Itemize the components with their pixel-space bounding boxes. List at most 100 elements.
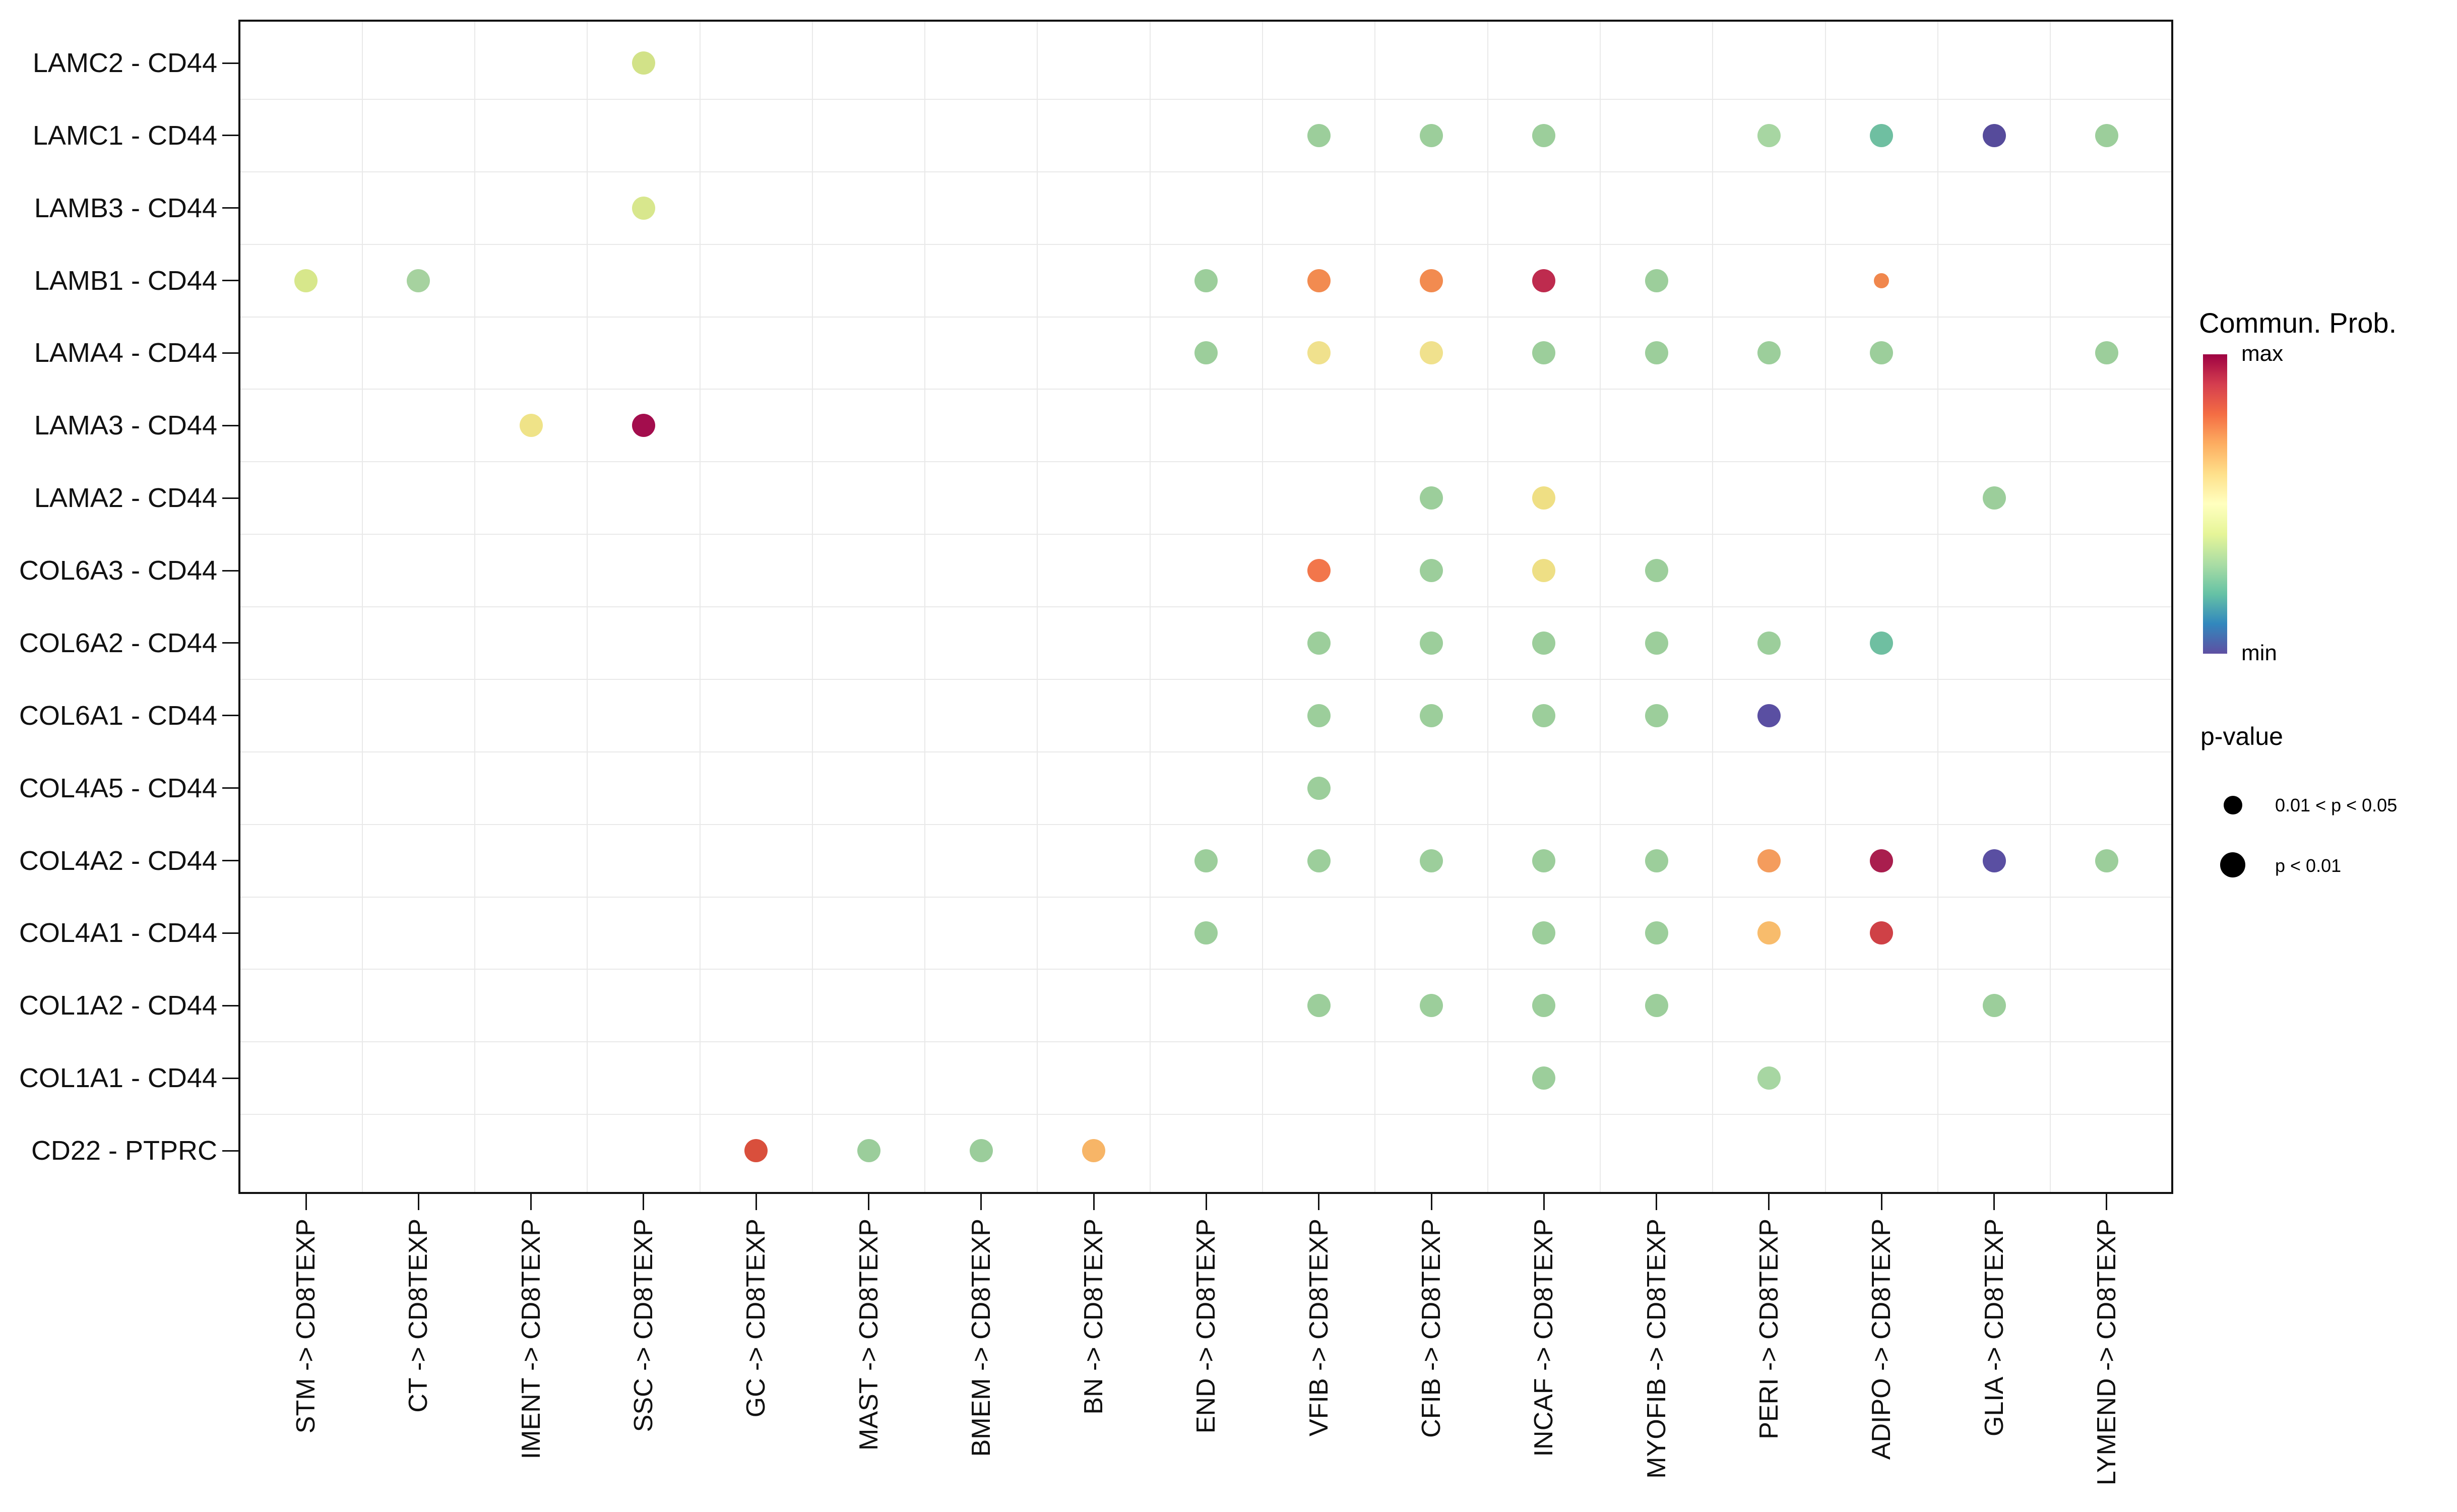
x-axis-tick xyxy=(1430,1194,1432,1210)
x-axis-tick xyxy=(1993,1194,1995,1210)
data-dot xyxy=(1532,704,1556,727)
y-axis-label: COL6A2 - CD44 xyxy=(19,627,217,658)
data-dot xyxy=(1307,631,1331,655)
x-axis-label: VFIB -> CD8TEXP xyxy=(1304,1219,1334,1436)
data-dot xyxy=(1307,341,1331,365)
y-axis-label: CD22 - PTPRC xyxy=(31,1136,217,1166)
gridline-horizontal xyxy=(240,98,2171,100)
data-dot xyxy=(1420,994,1443,1018)
x-axis-label: BN -> CD8TEXP xyxy=(1079,1219,1109,1415)
data-dot xyxy=(1532,921,1556,945)
data-dot xyxy=(1757,123,1781,147)
color-legend-min-label: min xyxy=(2241,641,2277,665)
gridline-horizontal xyxy=(240,678,2171,680)
color-legend-max-label: max xyxy=(2241,341,2284,366)
y-axis-tick xyxy=(222,1004,238,1006)
x-axis-label: ADIPO -> CD8TEXP xyxy=(1867,1219,1897,1460)
y-axis-tick xyxy=(222,787,238,789)
y-axis-label: COL1A1 - CD44 xyxy=(19,1063,217,1094)
data-dot xyxy=(1757,1066,1781,1090)
y-axis-label: COL4A2 - CD44 xyxy=(19,845,217,876)
gridline-horizontal xyxy=(240,824,2171,825)
gridline-horizontal xyxy=(240,751,2171,752)
y-axis-label: LAMC2 - CD44 xyxy=(32,48,217,78)
x-axis-tick xyxy=(417,1194,419,1210)
data-dot xyxy=(1757,849,1781,872)
y-axis-label: COL4A5 - CD44 xyxy=(19,773,217,803)
gridline-horizontal xyxy=(240,389,2171,390)
y-axis-tick xyxy=(222,207,238,209)
y-axis-tick xyxy=(222,860,238,862)
gridline-horizontal xyxy=(240,969,2171,970)
data-dot xyxy=(1874,273,1889,288)
y-axis-tick xyxy=(222,932,238,934)
data-dot xyxy=(1194,341,1218,365)
data-dot xyxy=(2095,341,2118,365)
data-dot xyxy=(1645,341,1668,365)
x-axis-tick xyxy=(1656,1194,1658,1210)
x-axis-label: MAST -> CD8TEXP xyxy=(854,1219,884,1451)
data-dot xyxy=(1645,704,1668,727)
gridline-horizontal xyxy=(240,896,2171,898)
data-dot xyxy=(1420,704,1443,727)
data-dot xyxy=(1645,849,1668,872)
y-axis-tick xyxy=(222,497,238,499)
data-dot xyxy=(744,1139,768,1163)
data-dot xyxy=(1532,631,1556,655)
x-axis-tick xyxy=(1093,1194,1095,1210)
data-dot xyxy=(1532,269,1556,292)
x-axis-label: CT -> CD8TEXP xyxy=(404,1219,433,1413)
y-axis-tick xyxy=(222,570,238,572)
data-dot xyxy=(519,414,543,437)
x-axis-label: SSC -> CD8TEXP xyxy=(628,1219,658,1432)
data-dot xyxy=(1532,559,1556,583)
y-axis-label: COL4A1 - CD44 xyxy=(19,918,217,949)
y-axis-tick xyxy=(222,1077,238,1079)
data-dot xyxy=(1757,341,1781,365)
data-dot xyxy=(1307,776,1331,800)
data-dot xyxy=(1870,849,1894,872)
x-axis-label: STM -> CD8TEXP xyxy=(291,1219,321,1434)
data-dot xyxy=(1420,123,1443,147)
data-dot xyxy=(1194,269,1218,292)
x-axis-label: GLIA -> CD8TEXP xyxy=(1979,1219,2009,1437)
y-axis-tick xyxy=(222,135,238,137)
data-dot xyxy=(1645,994,1668,1018)
data-dot xyxy=(2095,849,2118,872)
x-axis-tick xyxy=(1205,1194,1207,1210)
x-axis-tick xyxy=(755,1194,757,1210)
y-axis-tick xyxy=(222,715,238,717)
x-axis-tick xyxy=(2106,1194,2108,1210)
gridline-horizontal xyxy=(240,1041,2171,1043)
data-dot xyxy=(1420,849,1443,872)
data-dot xyxy=(1982,849,2006,872)
data-dot xyxy=(1420,486,1443,510)
data-dot xyxy=(632,196,655,220)
x-axis-tick xyxy=(643,1194,645,1210)
x-axis-label: PERI -> CD8TEXP xyxy=(1754,1219,1784,1439)
x-axis-label: INCAF -> CD8TEXP xyxy=(1529,1219,1559,1457)
color-legend-gradient-bar xyxy=(2203,354,2227,654)
data-dot xyxy=(407,269,430,292)
y-axis-tick xyxy=(222,1150,238,1152)
pvalue-large-dot-icon xyxy=(2220,852,2245,877)
data-dot xyxy=(2095,123,2118,147)
data-dot xyxy=(1194,921,1218,945)
data-dot xyxy=(1194,849,1218,872)
data-dot xyxy=(1645,921,1668,945)
y-axis-label: LAMC1 - CD44 xyxy=(32,120,217,151)
data-dot xyxy=(1307,849,1331,872)
data-dot xyxy=(1870,123,1894,147)
x-axis-label: BMEM -> CD8TEXP xyxy=(966,1219,996,1457)
y-axis-label: COL6A1 - CD44 xyxy=(19,700,217,731)
data-dot xyxy=(1757,921,1781,945)
y-axis-label: LAMB1 - CD44 xyxy=(34,265,217,296)
x-axis-label: CFIB -> CD8TEXP xyxy=(1417,1219,1446,1438)
data-dot xyxy=(1982,486,2006,510)
y-axis-label: LAMA4 - CD44 xyxy=(34,338,217,368)
x-axis-tick xyxy=(1880,1194,1882,1210)
x-axis-tick xyxy=(1768,1194,1770,1210)
x-axis-label: MYOFIB -> CD8TEXP xyxy=(1642,1219,1671,1479)
x-axis-tick xyxy=(530,1194,532,1210)
